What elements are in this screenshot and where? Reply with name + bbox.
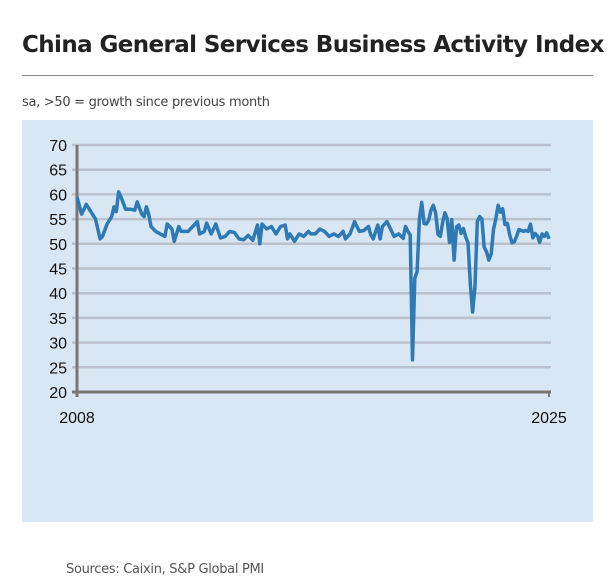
y-tick-label: 60 [49,187,67,204]
y-tick-label: 30 [49,336,67,353]
y-tick-label: 70 [49,138,67,155]
x-tick-label: 2025 [531,410,567,427]
y-tick-label: 25 [49,360,67,377]
sources-note: Sources: Caixin, S&P Global PMI [66,562,264,577]
y-tick-label: 20 [49,385,67,402]
y-tick-label: 50 [49,237,67,254]
y-tick-label: 35 [49,311,67,328]
chart-subtitle: sa, >50 = growth since previous month [22,95,270,110]
line-chart: 70 65 60 55 50 45 40 35 30 25 20 2008 2025 [49,138,567,427]
series-line [75,190,551,362]
y-tick-label: 55 [49,212,67,229]
y-tick-label: 65 [49,163,67,180]
y-tick-label: 40 [49,286,67,303]
y-tick-label: 45 [49,262,67,279]
chart-title: China General Services Business Activity… [22,32,604,58]
chart-panel: 70 65 60 55 50 45 40 35 30 25 20 2008 2025 Sources: … [22,120,593,577]
x-tick-label: 2008 [59,410,95,427]
title-divider [22,75,593,76]
